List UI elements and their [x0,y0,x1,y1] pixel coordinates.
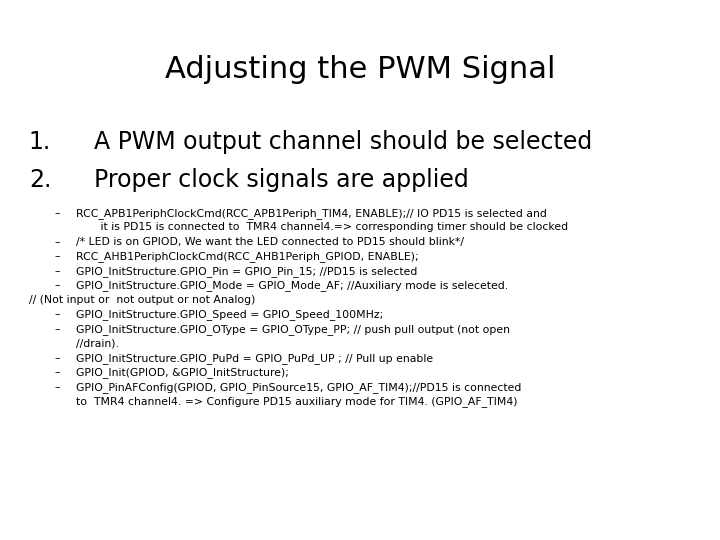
Text: –: – [54,353,60,363]
Text: 2.: 2. [29,168,51,192]
Text: Proper clock signals are applied: Proper clock signals are applied [94,168,468,192]
Text: –: – [54,237,60,247]
Text: to  TMR4 channel4. => Configure PD15 auxiliary mode for TIM4. (GPIO_AF_TIM4): to TMR4 channel4. => Configure PD15 auxi… [76,396,517,407]
Text: GPIO_InitStructure.GPIO_PuPd = GPIO_PuPd_UP ; // Pull up enable: GPIO_InitStructure.GPIO_PuPd = GPIO_PuPd… [76,353,433,364]
Text: RCC_APB1PeriphClockCmd(RCC_APB1Periph_TIM4, ENABLE);// IO PD15 is selected and: RCC_APB1PeriphClockCmd(RCC_APB1Periph_TI… [76,208,546,219]
Text: –: – [54,309,60,320]
Text: GPIO_InitStructure.GPIO_Pin = GPIO_Pin_15; //PD15 is selected: GPIO_InitStructure.GPIO_Pin = GPIO_Pin_1… [76,266,417,277]
Text: Adjusting the PWM Signal: Adjusting the PWM Signal [165,55,555,84]
Text: GPIO_InitStructure.GPIO_OType = GPIO_OType_PP; // push pull output (not open: GPIO_InitStructure.GPIO_OType = GPIO_OTy… [76,324,510,335]
Text: /* LED is on GPIOD, We want the LED connected to PD15 should blink*/: /* LED is on GPIOD, We want the LED conn… [76,237,464,247]
Text: –: – [54,382,60,392]
Text: //drain).: //drain). [76,339,119,348]
Text: –: – [54,368,60,377]
Text: GPIO_InitStructure.GPIO_Speed = GPIO_Speed_100MHz;: GPIO_InitStructure.GPIO_Speed = GPIO_Spe… [76,309,383,320]
Text: 1.: 1. [29,130,51,154]
Text: –: – [54,280,60,291]
Text: it is PD15 is connected to  TMR4 channel4.=> corresponding timer should be clock: it is PD15 is connected to TMR4 channel4… [76,222,568,233]
Text: GPIO_Init(GPIOD, &GPIO_InitStructure);: GPIO_Init(GPIOD, &GPIO_InitStructure); [76,368,289,379]
Text: –: – [54,266,60,276]
Text: –: – [54,324,60,334]
Text: –: – [54,208,60,218]
Text: GPIO_InitStructure.GPIO_Mode = GPIO_Mode_AF; //Auxiliary mode is seleceted.: GPIO_InitStructure.GPIO_Mode = GPIO_Mode… [76,280,508,292]
Text: RCC_AHB1PeriphClockCmd(RCC_AHB1Periph_GPIOD, ENABLE);: RCC_AHB1PeriphClockCmd(RCC_AHB1Periph_GP… [76,252,418,262]
Text: // (Not input or  not output or not Analog): // (Not input or not output or not Analo… [29,295,255,305]
Text: A PWM output channel should be selected: A PWM output channel should be selected [94,130,592,154]
Text: GPIO_PinAFConfig(GPIOD, GPIO_PinSource15, GPIO_AF_TIM4);//PD15 is connected: GPIO_PinAFConfig(GPIOD, GPIO_PinSource15… [76,382,521,393]
Text: –: – [54,252,60,261]
